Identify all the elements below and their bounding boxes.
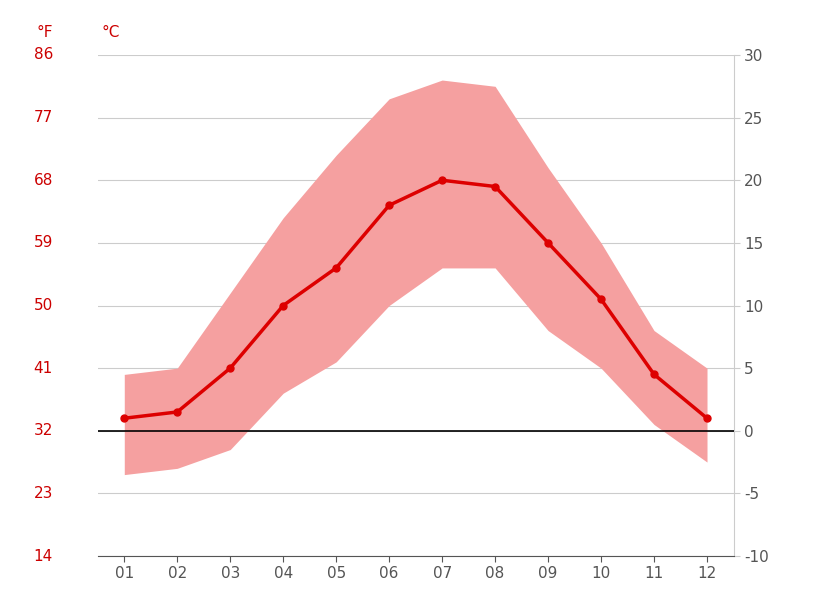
Text: 50: 50: [33, 298, 53, 313]
Text: 77: 77: [33, 110, 53, 125]
Text: 86: 86: [33, 48, 53, 62]
Text: 14: 14: [33, 549, 53, 563]
Text: 59: 59: [33, 235, 53, 251]
Text: °C: °C: [102, 24, 121, 40]
Text: °F: °F: [37, 24, 53, 40]
Text: 32: 32: [33, 423, 53, 438]
Text: 23: 23: [33, 486, 53, 501]
Text: 68: 68: [33, 173, 53, 188]
Text: 41: 41: [33, 360, 53, 376]
